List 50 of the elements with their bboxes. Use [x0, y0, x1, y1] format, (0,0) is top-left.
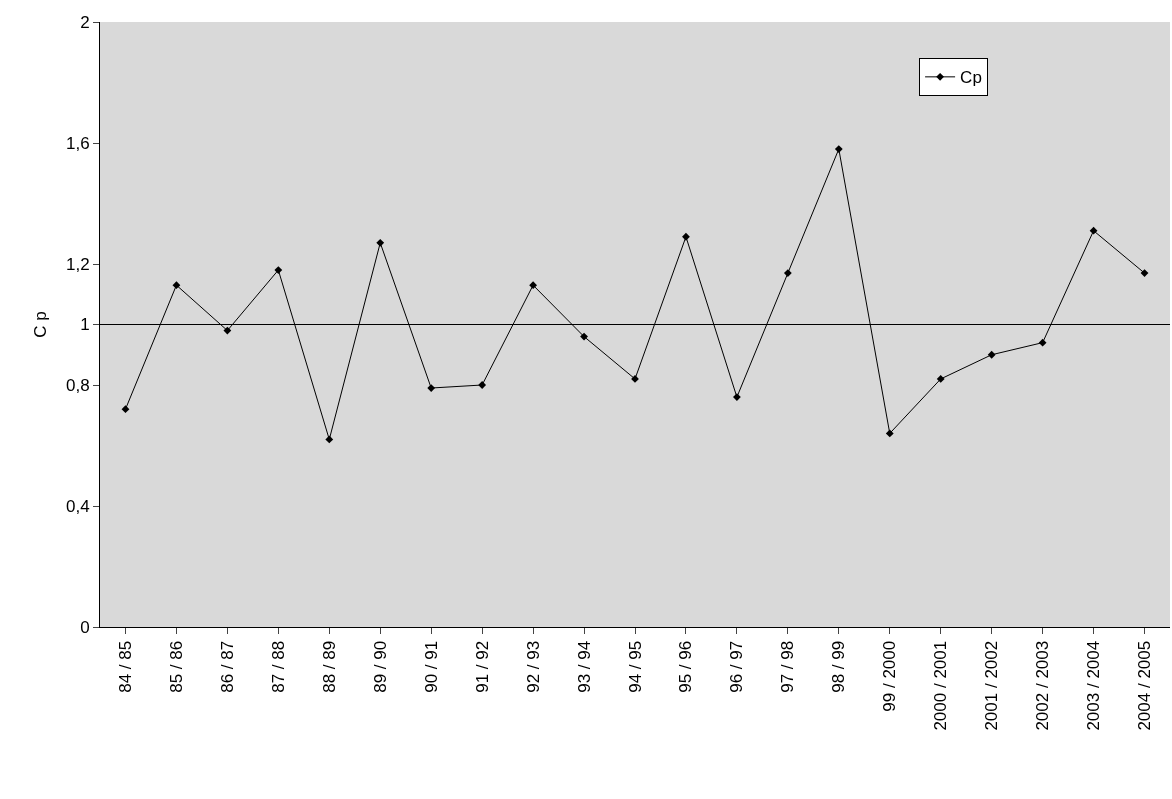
x-tick-label: 98 / 99: [829, 640, 849, 693]
x-tick-label: 91 / 92: [472, 640, 492, 693]
x-tick-label: 96 / 97: [727, 640, 747, 693]
y-tick-label: 1,6: [65, 133, 90, 153]
x-tick-label: 2004 / 2005: [1135, 640, 1155, 731]
x-tick-label: 87 / 88: [268, 640, 288, 693]
x-tick-label: 2001 / 2002: [982, 640, 1002, 731]
x-tick-label: 2002 / 2003: [1033, 640, 1053, 731]
point: [274, 266, 283, 274]
point: [172, 281, 181, 290]
x-tick-label: 94 / 95: [625, 640, 645, 693]
point: [1140, 269, 1149, 277]
point: [682, 232, 690, 241]
point: [936, 375, 945, 383]
x-tick-label: 86 / 87: [217, 640, 237, 693]
point: [325, 435, 334, 444]
point: [1038, 338, 1047, 347]
x-tick-label: 89 / 90: [370, 640, 390, 693]
x-tick-label: 88 / 89: [319, 640, 339, 693]
point: [478, 381, 487, 389]
point: [885, 429, 894, 438]
x-tick-label: 90 / 91: [421, 640, 441, 693]
point: [733, 393, 741, 401]
x-tick-label: 95 / 96: [676, 640, 696, 693]
x-tick-label: 85 / 86: [166, 640, 186, 693]
point: [834, 145, 843, 153]
y-tick-label: 1: [80, 315, 90, 335]
y-tick-label: 2: [80, 12, 90, 32]
point: [376, 238, 385, 247]
point: [529, 281, 537, 290]
point: [987, 350, 996, 359]
x-tick-label: 99 / 2000: [880, 640, 900, 712]
y-tick-label: 0: [80, 617, 90, 637]
x-tick-label: 84 / 85: [116, 640, 136, 693]
y-tick-label: 1,2: [65, 254, 90, 274]
x-tick-label: 2003 / 2004: [1084, 640, 1104, 731]
point: [783, 269, 792, 277]
point: [121, 405, 130, 414]
point: [427, 384, 436, 392]
x-tick-label: 93 / 94: [574, 640, 594, 693]
y-axis-title: C p: [30, 311, 50, 338]
point: [223, 326, 232, 335]
x-tick-label: 92 / 93: [523, 640, 543, 693]
y-tick-label: 0,4: [65, 496, 90, 516]
x-tick-label: 2000 / 2001: [931, 640, 951, 731]
x-tick-label: 97 / 98: [778, 640, 798, 693]
point: [1089, 226, 1098, 235]
y-tick-label: 0,8: [65, 375, 90, 395]
legend-label: Cp: [960, 68, 982, 88]
point: [580, 332, 588, 341]
